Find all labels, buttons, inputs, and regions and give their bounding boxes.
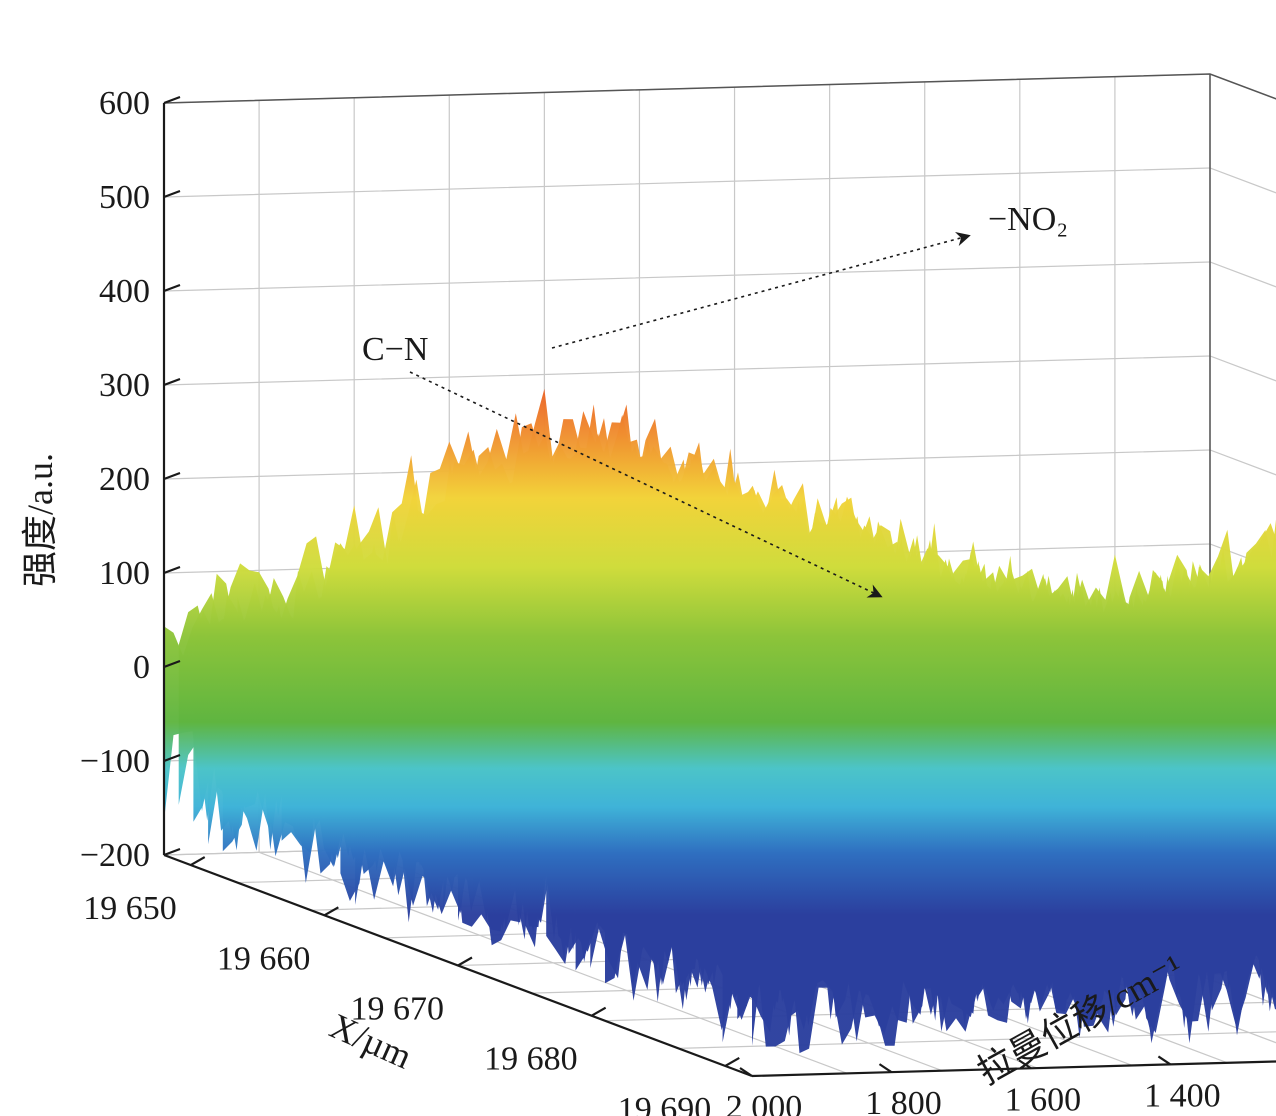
- y-tick: [739, 1067, 753, 1077]
- y-tick: [878, 1063, 893, 1074]
- surface-slice: [164, 388, 1210, 831]
- y-tick-label: 1 800: [865, 1085, 942, 1116]
- x-tick: [190, 856, 206, 867]
- x-tick: [457, 956, 473, 967]
- z-tick: [163, 753, 181, 763]
- x-tick: [591, 1006, 607, 1017]
- x-tick-label: 19 650: [83, 890, 177, 927]
- back-frame: [163, 73, 1276, 104]
- z-tick: [163, 565, 181, 575]
- y-tick: [1157, 1055, 1172, 1066]
- z-tick: [163, 471, 181, 481]
- z-tick: [163, 377, 181, 387]
- z-tick: [163, 659, 181, 669]
- x-tick-label: 19 690: [618, 1091, 712, 1116]
- x-tick: [323, 906, 339, 917]
- y-tick-label: 1 400: [1144, 1077, 1221, 1114]
- x-tick-label: 19 680: [484, 1041, 578, 1078]
- z-tick-label: 600: [99, 85, 150, 122]
- z-tick: [163, 189, 181, 199]
- y-tick: [1018, 1059, 1032, 1070]
- grid-line: [163, 73, 1276, 104]
- y-tick-label: 2 000: [726, 1089, 803, 1116]
- x-tick-label: 19 670: [351, 991, 445, 1028]
- surface-plot: [164, 388, 1276, 1054]
- x-tick: [724, 1056, 740, 1067]
- grid-line: [678, 1031, 1276, 1049]
- z-tick-label: 200: [99, 461, 150, 498]
- z-tick: [163, 847, 181, 857]
- z-tick: [163, 95, 181, 105]
- annotations: C−N −NO₂: [362, 201, 1068, 598]
- y-tick-label: 1 600: [1005, 1081, 1082, 1116]
- annotation-cn-arrow: [409, 371, 883, 598]
- annotation-cn-label: C−N: [362, 331, 428, 368]
- y-axis-line: [751, 1060, 1276, 1078]
- z-tick: [163, 283, 181, 293]
- x-tick-label: 19 660: [217, 940, 311, 977]
- z-tick-label: 500: [99, 179, 150, 216]
- grid-line: [163, 167, 1276, 198]
- z-tick-label: 0: [133, 649, 150, 686]
- z-tick-label: 300: [99, 367, 150, 404]
- annotation-no2-arrow: [551, 232, 971, 349]
- annotation-no2-label: −NO₂: [988, 201, 1068, 238]
- z-tick-label: −100: [80, 743, 150, 780]
- grid-line: [163, 261, 1276, 292]
- z-axis-title: 强度/a.u.: [20, 453, 60, 587]
- z-tick-label: 100: [99, 555, 150, 592]
- z-tick-label: −200: [80, 837, 150, 874]
- z-tick-label: 400: [99, 273, 150, 310]
